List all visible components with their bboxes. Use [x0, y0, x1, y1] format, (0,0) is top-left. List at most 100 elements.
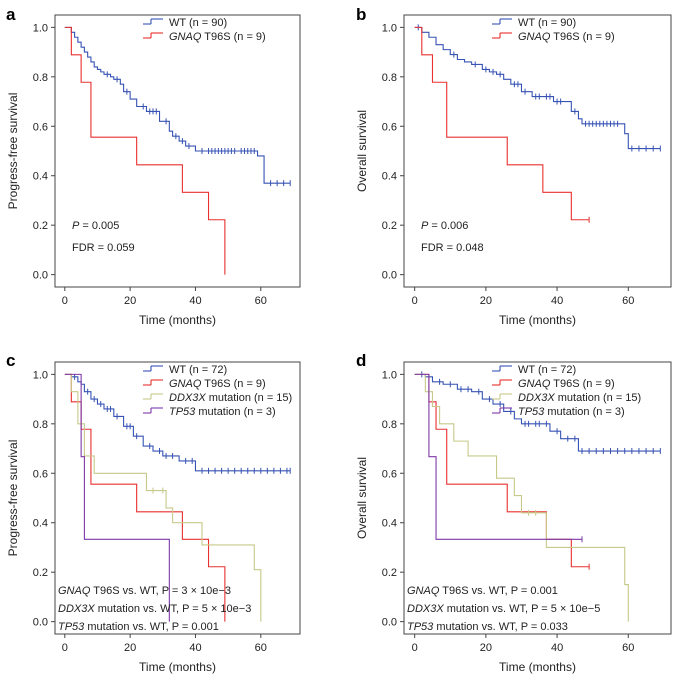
- legend-label-wt-text: WT (n = 90): [169, 17, 227, 29]
- legend-label-ddx-italic: DDX3X: [518, 392, 555, 404]
- legend-label-gnaq-text: T96S (n = 9): [550, 31, 614, 43]
- stat-annotation-italic: P: [72, 220, 80, 232]
- x-axis-label: Time (months): [139, 313, 216, 327]
- legend-label-wt-text: WT (n = 90): [518, 17, 576, 29]
- x-tick-label: 60: [255, 642, 267, 654]
- stat-annotation-italic: TP53: [407, 621, 434, 633]
- legend-label-tp53: TP53 mutation (n = 3): [518, 406, 625, 418]
- km-curve-wt: [64, 26, 291, 184]
- legend-label-gnaq: GNAQ T96S (n = 9): [518, 31, 615, 43]
- stat-annotation-text: FDR = 0.059: [72, 242, 135, 254]
- km-curve-gnaq: [64, 373, 226, 622]
- stat-annotation: DDX3X mutation vs. WT, P = 5 × 10e−5: [407, 603, 600, 615]
- legend-label-wt: WT (n = 72): [518, 364, 576, 376]
- legend-label-ddx-text: mutation (n = 15): [555, 392, 642, 404]
- y-tick-label: 0.0: [382, 617, 397, 629]
- y-tick-label: 1.0: [382, 22, 397, 34]
- stat-annotation-text: = 0.006: [428, 220, 468, 232]
- plot-frame: [54, 361, 301, 635]
- stat-annotation-italic: TP53: [58, 621, 85, 633]
- km-curve-tp53: [64, 373, 170, 622]
- legend-label-wt: WT (n = 90): [518, 17, 576, 29]
- y-tick-label: 0.4: [382, 518, 397, 530]
- legend-label-gnaq: GNAQ T96S (n = 9): [169, 378, 266, 390]
- stat-annotation-text: mutation vs. WT, P = 5 × 10e−5: [444, 603, 601, 615]
- stat-annotation: FDR = 0.059: [72, 242, 135, 254]
- stat-annotation: GNAQ T96S vs. WT, P = 0.001: [407, 585, 558, 597]
- legend-label-tp53-text: mutation (n = 3): [195, 406, 275, 418]
- legend-label-tp53-italic: TP53: [169, 406, 196, 418]
- y-axis-label: Overall survival: [355, 457, 369, 539]
- legend-label-ddx: DDX3X mutation (n = 15): [169, 392, 292, 404]
- legend-label-gnaq-text: T96S (n = 9): [201, 378, 265, 390]
- panel-letter: c: [6, 351, 15, 370]
- y-tick-label: 0.0: [382, 270, 397, 282]
- legend-label-wt-text: WT (n = 72): [169, 364, 227, 376]
- legend-label-ddx-italic: DDX3X: [169, 392, 206, 404]
- x-axis-label: Time (months): [499, 313, 576, 327]
- stat-annotation-text: FDR = 0.048: [421, 242, 484, 254]
- stat-annotation-text: mutation vs. WT, P = 0.033: [433, 621, 568, 633]
- stat-annotation-text: = 0.005: [79, 220, 119, 232]
- y-tick-label: 0.2: [33, 220, 48, 232]
- stat-annotation: TP53 mutation vs. WT, P = 0.001: [58, 621, 219, 633]
- legend-label-tp53: TP53 mutation (n = 3): [169, 406, 276, 418]
- legend-label-gnaq: GNAQ T96S (n = 9): [518, 378, 615, 390]
- y-tick-label: 0.2: [382, 220, 397, 232]
- x-tick-label: 20: [124, 295, 136, 307]
- panel-c: c 0.0 0.2 0.4 0.6 0.8 1.0 0 20 40 60 Time (months) P…: [6, 351, 301, 674]
- x-tick-label: 0: [62, 295, 68, 307]
- y-tick-label: 0.0: [33, 270, 48, 282]
- x-tick-label: 0: [412, 295, 418, 307]
- km-curve-ddx: [64, 373, 262, 622]
- y-tick-label: 0.2: [33, 567, 48, 579]
- x-tick-label: 40: [189, 642, 201, 654]
- y-tick-label: 0.8: [382, 419, 397, 431]
- km-curve-wt: [414, 26, 661, 150]
- stat-annotation-text: mutation vs. WT, P = 5 × 10e−3: [95, 603, 252, 615]
- km-curve-ddx: [414, 373, 629, 622]
- stat-annotation-text: mutation vs. WT, P = 0.001: [84, 621, 219, 633]
- y-tick-label: 0.0: [33, 617, 48, 629]
- y-tick-label: 0.4: [382, 171, 397, 183]
- y-tick-label: 0.4: [33, 171, 48, 183]
- y-tick-label: 0.8: [33, 72, 48, 84]
- y-axis-label: Progress-free survival: [6, 440, 20, 557]
- panel-letter: b: [356, 5, 366, 24]
- x-tick-label: 0: [62, 642, 68, 654]
- stat-annotation-italic: DDX3X: [58, 603, 95, 615]
- stat-annotation: TP53 mutation vs. WT, P = 0.033: [407, 621, 568, 633]
- legend-label-wt-text: WT (n = 72): [518, 364, 576, 376]
- km-curve-gnaq: [414, 26, 590, 221]
- legend-label-tp53-text: mutation (n = 3): [544, 406, 624, 418]
- legend-label-ddx: DDX3X mutation (n = 15): [518, 392, 641, 404]
- panel-letter: d: [356, 351, 366, 370]
- legend-label-gnaq: GNAQ T96S (n = 9): [169, 31, 266, 43]
- y-tick-label: 0.6: [33, 121, 48, 133]
- x-tick-label: 20: [480, 295, 492, 307]
- panel-b: b 0.0 0.2 0.4 0.6 0.8 1.0 0 20 40 60 Time (months) O…: [355, 5, 672, 327]
- stat-annotation-italic: GNAQ: [407, 585, 440, 597]
- km-curve-tp53: [414, 373, 582, 540]
- legend-label-gnaq-text: T96S (n = 9): [550, 378, 614, 390]
- stat-annotation: P = 0.006: [421, 220, 468, 232]
- legend-label-tp53-italic: TP53: [518, 406, 545, 418]
- plot-frame: [403, 361, 672, 635]
- stat-annotation: DDX3X mutation vs. WT, P = 5 × 10e−3: [58, 603, 251, 615]
- y-tick-label: 0.6: [382, 468, 397, 480]
- x-tick-label: 40: [189, 295, 201, 307]
- y-tick-label: 0.4: [33, 518, 48, 530]
- y-tick-label: 0.8: [33, 419, 48, 431]
- stat-annotation-text: T96S vs. WT, P = 3 × 10e−3: [90, 585, 231, 597]
- legend-label-gnaq-italic: GNAQ: [169, 378, 202, 390]
- y-tick-label: 0.2: [382, 567, 397, 579]
- legend-label-wt: WT (n = 90): [169, 17, 227, 29]
- legend-label-wt: WT (n = 72): [169, 364, 227, 376]
- km-curve-gnaq: [64, 26, 226, 275]
- y-tick-label: 1.0: [33, 369, 48, 381]
- x-tick-label: 0: [412, 642, 418, 654]
- legend-label-ddx-text: mutation (n = 15): [206, 392, 293, 404]
- stat-annotation: GNAQ T96S vs. WT, P = 3 × 10e−3: [58, 585, 231, 597]
- x-tick-label: 60: [255, 295, 267, 307]
